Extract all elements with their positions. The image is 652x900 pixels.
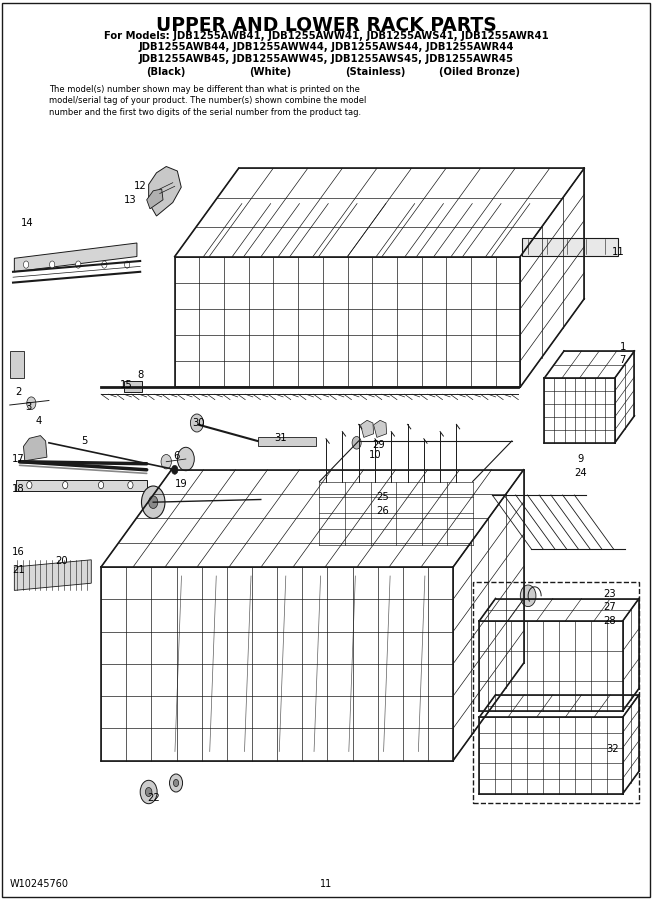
Bar [473,582,639,803]
Text: 5: 5 [82,436,88,446]
Bar [522,238,618,256]
Polygon shape [147,189,163,209]
Circle shape [170,774,183,792]
Polygon shape [14,560,91,590]
Text: 15: 15 [119,380,132,391]
Text: (Stainless): (Stainless) [345,67,405,76]
Circle shape [149,496,158,508]
Circle shape [141,486,165,518]
Text: 21: 21 [12,564,25,575]
Text: 9: 9 [577,454,584,464]
Text: 18: 18 [12,483,25,494]
Circle shape [76,261,81,268]
Text: 13: 13 [124,194,137,205]
Text: JDB1255AWB45, JDB1255AWW45, JDB1255AWS45, JDB1255AWR45: JDB1255AWB45, JDB1255AWW45, JDB1255AWS45… [138,54,514,64]
Circle shape [190,414,203,432]
Text: For Models: JDB1255AWB41, JDB1255AWW41, JDB1255AWS41, JDB1255AWR41: For Models: JDB1255AWB41, JDB1255AWW41, … [104,31,548,40]
Circle shape [98,482,104,489]
Circle shape [63,482,68,489]
Bar [10,351,24,378]
Text: 32: 32 [606,743,619,754]
Text: 29: 29 [372,439,385,450]
Text: 8: 8 [137,370,143,381]
Text: (Oiled Bronze): (Oiled Bronze) [439,67,520,76]
Circle shape [352,436,361,449]
Circle shape [27,397,36,410]
Text: 2: 2 [15,386,22,397]
Polygon shape [361,420,374,437]
Circle shape [27,482,32,489]
Text: 10: 10 [368,450,381,461]
Text: 1: 1 [619,341,626,352]
Circle shape [520,585,536,607]
Polygon shape [149,166,181,216]
Circle shape [128,482,133,489]
Polygon shape [23,436,47,461]
Text: JDB1255AWB44, JDB1255AWW44, JDB1255AWS44, JDB1255AWR44: JDB1255AWB44, JDB1255AWW44, JDB1255AWS44… [138,42,514,52]
Text: UPPER AND LOWER RACK PARTS: UPPER AND LOWER RACK PARTS [156,16,496,35]
Text: 11: 11 [320,879,332,889]
Text: 3: 3 [25,401,31,412]
Text: 24: 24 [574,467,587,478]
Circle shape [125,261,130,268]
Text: 28: 28 [603,616,616,626]
Bar [258,437,316,446]
Bar [124,381,142,392]
Circle shape [23,261,29,268]
Text: 4: 4 [36,416,42,427]
Text: 16: 16 [12,546,25,557]
Text: (Black): (Black) [147,67,186,76]
Text: 12: 12 [134,181,147,192]
Text: 25: 25 [376,491,389,502]
Polygon shape [14,243,137,272]
Text: 30: 30 [192,418,205,428]
Text: 7: 7 [619,355,626,365]
Text: 23: 23 [603,589,616,599]
Text: The model(s) number shown may be different than what is printed on the
model/ser: The model(s) number shown may be differe… [49,85,366,117]
Text: 11: 11 [612,247,625,257]
Circle shape [50,261,55,268]
Text: 14: 14 [21,218,34,229]
Text: 6: 6 [173,451,179,462]
Text: 27: 27 [603,602,616,613]
Circle shape [177,447,194,471]
Text: (White): (White) [250,67,291,76]
Circle shape [102,261,107,268]
Polygon shape [374,420,387,437]
Circle shape [145,788,152,796]
Text: 31: 31 [274,433,287,444]
Text: 26: 26 [376,506,389,517]
Text: 19: 19 [175,479,188,490]
Text: 20: 20 [55,555,68,566]
Circle shape [173,779,179,787]
Bar [16,480,147,491]
Text: 17: 17 [12,454,25,464]
Circle shape [140,780,157,804]
Text: 22: 22 [147,793,160,804]
Circle shape [171,465,178,474]
Circle shape [161,454,171,469]
Text: W10245760: W10245760 [10,879,68,889]
